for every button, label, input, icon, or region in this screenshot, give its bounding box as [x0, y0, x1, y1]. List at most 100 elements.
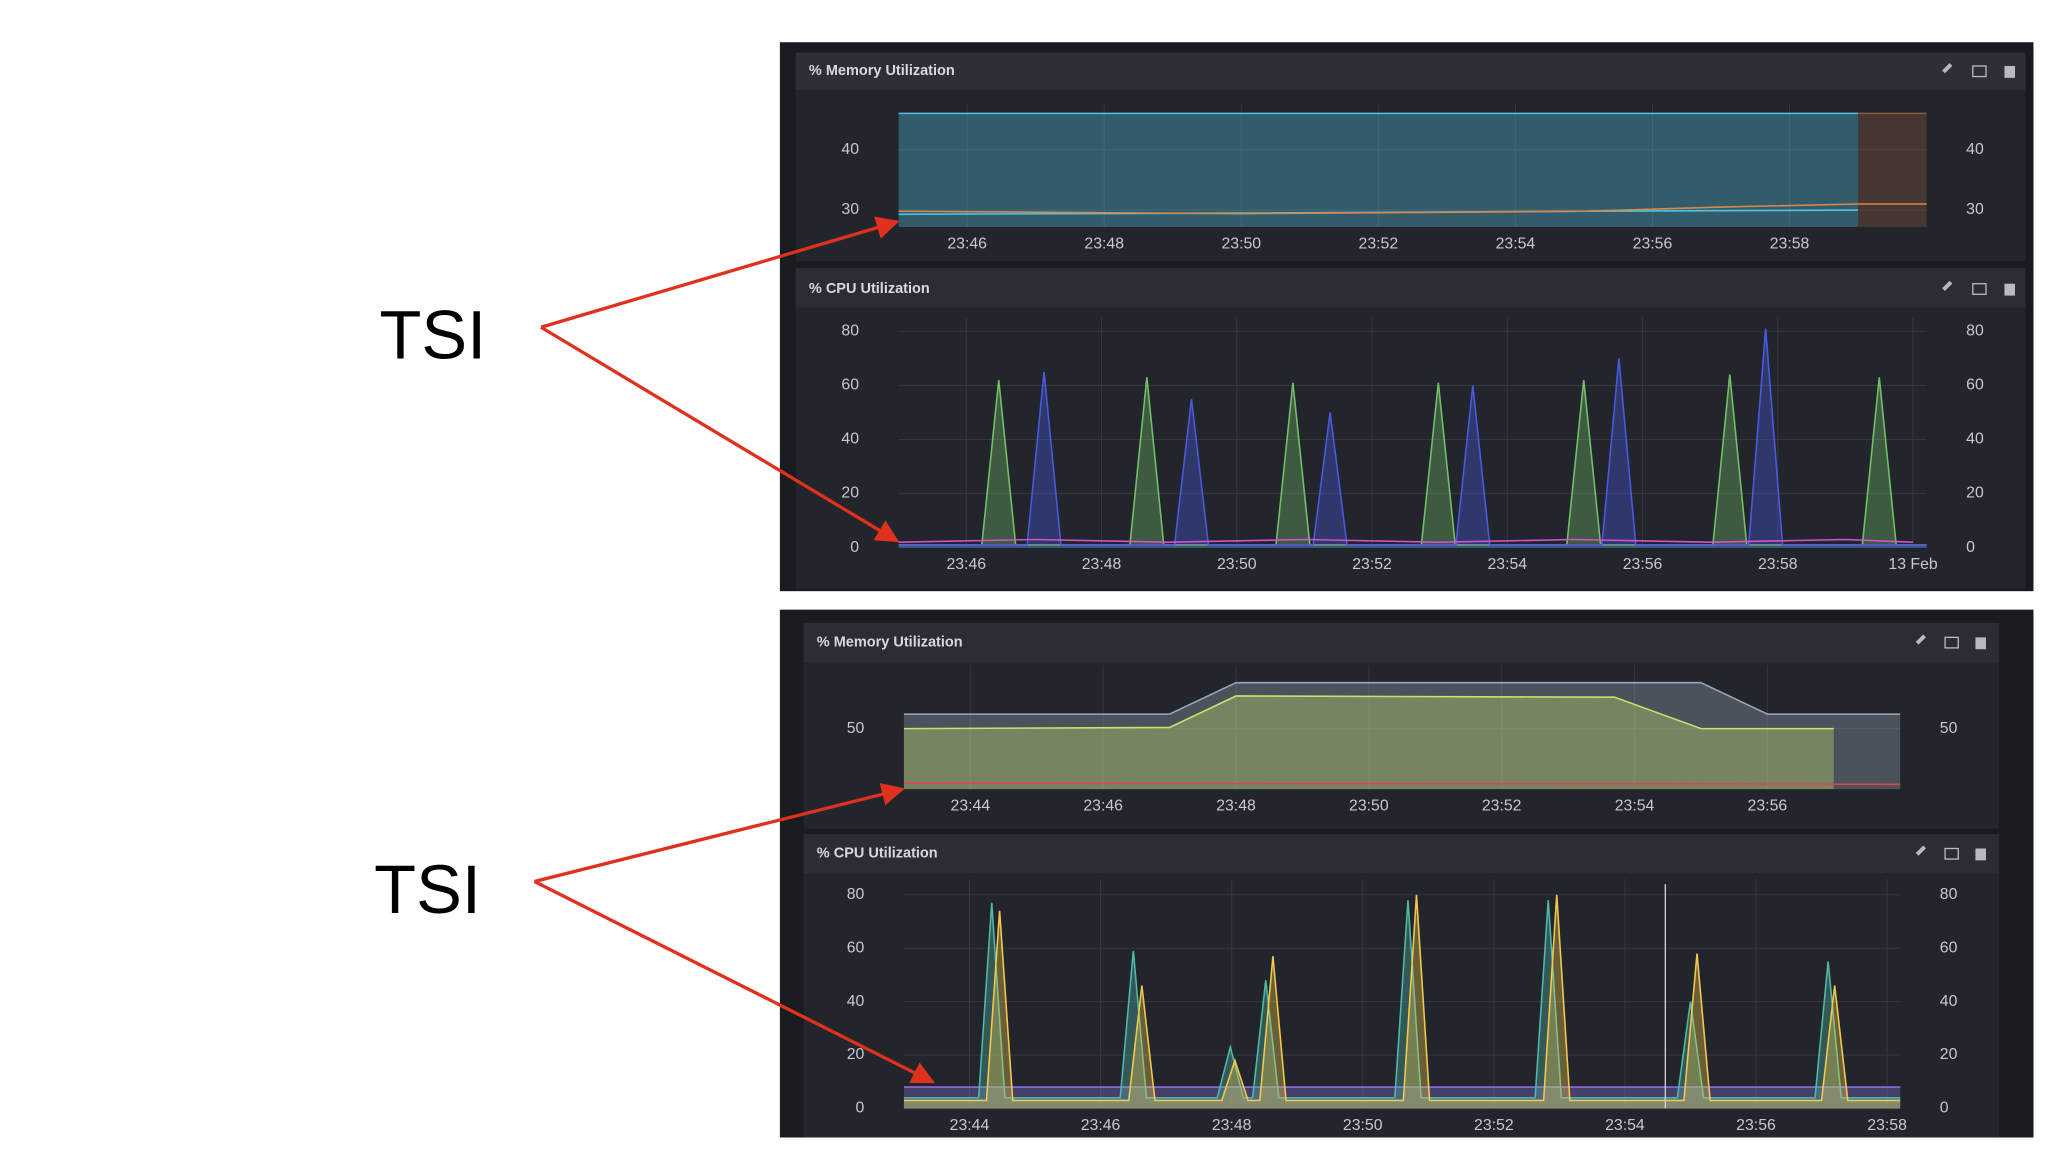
- panel-icons: [1915, 63, 2016, 861]
- arrow: [534, 782, 905, 884]
- x-tick-label: 23:56: [1748, 797, 1788, 814]
- x-tick-label: 23:48: [1212, 1117, 1252, 1134]
- edit-icon[interactable]: [1942, 280, 1953, 292]
- x-tick-label: 23:58: [1770, 235, 1810, 252]
- arrow: [533, 880, 936, 1084]
- panel-title: % CPU Utilization: [817, 846, 938, 862]
- x-tick-label: 13 Feb: [1888, 556, 1937, 573]
- arrows: [533, 216, 936, 1084]
- y-tick-label: 60: [841, 377, 859, 394]
- y-tick-label: 60: [847, 939, 865, 956]
- x-tick-label: 23:46: [1081, 1117, 1121, 1134]
- x-tick-label: 23:58: [1758, 556, 1798, 573]
- y-tick-label-right: 80: [1966, 323, 1984, 340]
- x-tick-label: 23:50: [1343, 1117, 1383, 1134]
- x-tick-label: 23:54: [1615, 797, 1655, 814]
- area: [903, 1087, 1901, 1109]
- edit-icon[interactable]: [1915, 845, 1926, 856]
- y-tick-label-right: 0: [1940, 1100, 1949, 1117]
- area: [903, 682, 1901, 790]
- line: [903, 695, 1834, 730]
- x-tick-label: 23:44: [950, 1117, 990, 1134]
- download-icon[interactable]: [1972, 283, 1987, 295]
- y-tick-label: 40: [841, 431, 859, 448]
- download-icon[interactable]: [1944, 847, 1959, 860]
- download-icon[interactable]: [1972, 65, 1987, 78]
- x-tick-label: 23:50: [1221, 235, 1261, 252]
- x-tick-label: 23:56: [1633, 235, 1673, 252]
- panel-header: [795, 52, 2026, 90]
- panel: [795, 267, 2026, 589]
- y-tick-label: 20: [841, 485, 859, 502]
- y-tick-label-right: 40: [1966, 431, 1984, 448]
- x-tick-label: 23:46: [946, 556, 986, 573]
- panel-header: [795, 267, 2026, 308]
- delete-icon[interactable]: [1975, 848, 1986, 861]
- y-tick-label-right: 60: [1940, 939, 1958, 956]
- x-tick-label: 23:46: [947, 235, 987, 252]
- x-tick-label: 23:54: [1605, 1117, 1645, 1134]
- x-tick-label: 23:56: [1623, 556, 1663, 573]
- delete-icon[interactable]: [1975, 637, 1986, 650]
- y-tick-label-right: 0: [1966, 539, 1975, 556]
- y-tick-label-right: 50: [1940, 720, 1958, 737]
- y-tick-label: 50: [847, 720, 865, 737]
- arrow: [540, 216, 900, 329]
- x-tick-label: 23:48: [1216, 797, 1256, 814]
- x-tick-label: 23:58: [1867, 1117, 1907, 1134]
- y-tick-label-right: 30: [1966, 201, 1984, 218]
- panel-header: [803, 833, 2000, 874]
- x-tick-label: 23:44: [951, 797, 991, 814]
- area: [898, 374, 1927, 548]
- area: [903, 695, 1834, 790]
- x-tick-label: 23:46: [1083, 797, 1123, 814]
- y-tick-label: 40: [841, 141, 859, 158]
- line: [898, 203, 1927, 215]
- y-tick-label-right: 40: [1940, 993, 1958, 1010]
- x-tick-label: 23:48: [1084, 235, 1124, 252]
- y-tick-label: 0: [856, 1100, 865, 1117]
- x-tick-label: 23:52: [1352, 556, 1392, 573]
- annotation-label: TSI: [379, 297, 486, 374]
- panel-title: % Memory Utilization: [817, 634, 963, 650]
- y-tick-label-right: 40: [1966, 141, 1984, 158]
- x-tick-label: 23:50: [1217, 556, 1257, 573]
- delete-icon[interactable]: [2004, 65, 2016, 78]
- line: [898, 538, 1914, 544]
- area: [1858, 113, 1927, 227]
- line: [898, 328, 1927, 546]
- y-tick-label: 20: [847, 1046, 865, 1063]
- x-tick-label: 23:52: [1474, 1117, 1514, 1134]
- x-tick-label: 23:48: [1082, 556, 1122, 573]
- download-icon[interactable]: [1944, 636, 1959, 649]
- panel-title: % CPU Utilization: [809, 281, 930, 297]
- y-tick-label: 40: [847, 993, 865, 1010]
- y-tick-label-right: 20: [1940, 1046, 1958, 1063]
- y-tick-label: 30: [841, 201, 859, 218]
- line: [903, 681, 1901, 715]
- y-tick-label-right: 60: [1966, 377, 1984, 394]
- x-tick-label: 23:52: [1359, 235, 1399, 252]
- y-tick-label: 80: [847, 886, 865, 903]
- y-tick-label: 80: [841, 323, 859, 340]
- area: [903, 900, 1901, 1109]
- charts: 30 30 40 40 23:46 23:48 23:50 23:52 23:54 23:56 23…: [841, 104, 1984, 1134]
- delete-icon[interactable]: [2004, 283, 2016, 296]
- area: [898, 113, 1859, 227]
- line: [903, 782, 1901, 786]
- x-tick-label: 23:54: [1487, 556, 1527, 573]
- panel-title: % Memory Utilization: [809, 63, 955, 79]
- x-tick-label: 23:50: [1349, 797, 1389, 814]
- arrow: [540, 325, 900, 543]
- line: [903, 900, 1901, 1099]
- line: [903, 894, 1901, 1102]
- annotation-label: TSI: [374, 851, 481, 928]
- edit-icon[interactable]: [1942, 63, 1953, 74]
- x-tick-label: 23:54: [1496, 235, 1536, 252]
- x-tick-label: 23:52: [1482, 797, 1522, 814]
- y-tick-label-right: 80: [1940, 886, 1958, 903]
- y-tick-label-right: 20: [1966, 485, 1984, 502]
- edit-icon[interactable]: [1915, 634, 1926, 645]
- x-tick-label: 23:56: [1736, 1117, 1776, 1134]
